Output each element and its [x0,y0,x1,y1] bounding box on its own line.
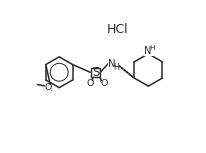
FancyBboxPatch shape [100,81,107,86]
Text: H: H [112,63,118,72]
Text: N: N [143,47,151,56]
Text: S: S [91,66,99,79]
Text: O: O [44,83,52,92]
Text: N: N [108,59,115,69]
Text: O: O [86,79,94,88]
Text: HCl: HCl [106,23,128,36]
FancyBboxPatch shape [86,81,93,86]
Text: O: O [100,79,107,88]
FancyBboxPatch shape [108,61,118,70]
Text: H: H [149,45,154,51]
FancyBboxPatch shape [90,68,100,77]
FancyBboxPatch shape [143,48,154,56]
FancyBboxPatch shape [45,85,52,90]
